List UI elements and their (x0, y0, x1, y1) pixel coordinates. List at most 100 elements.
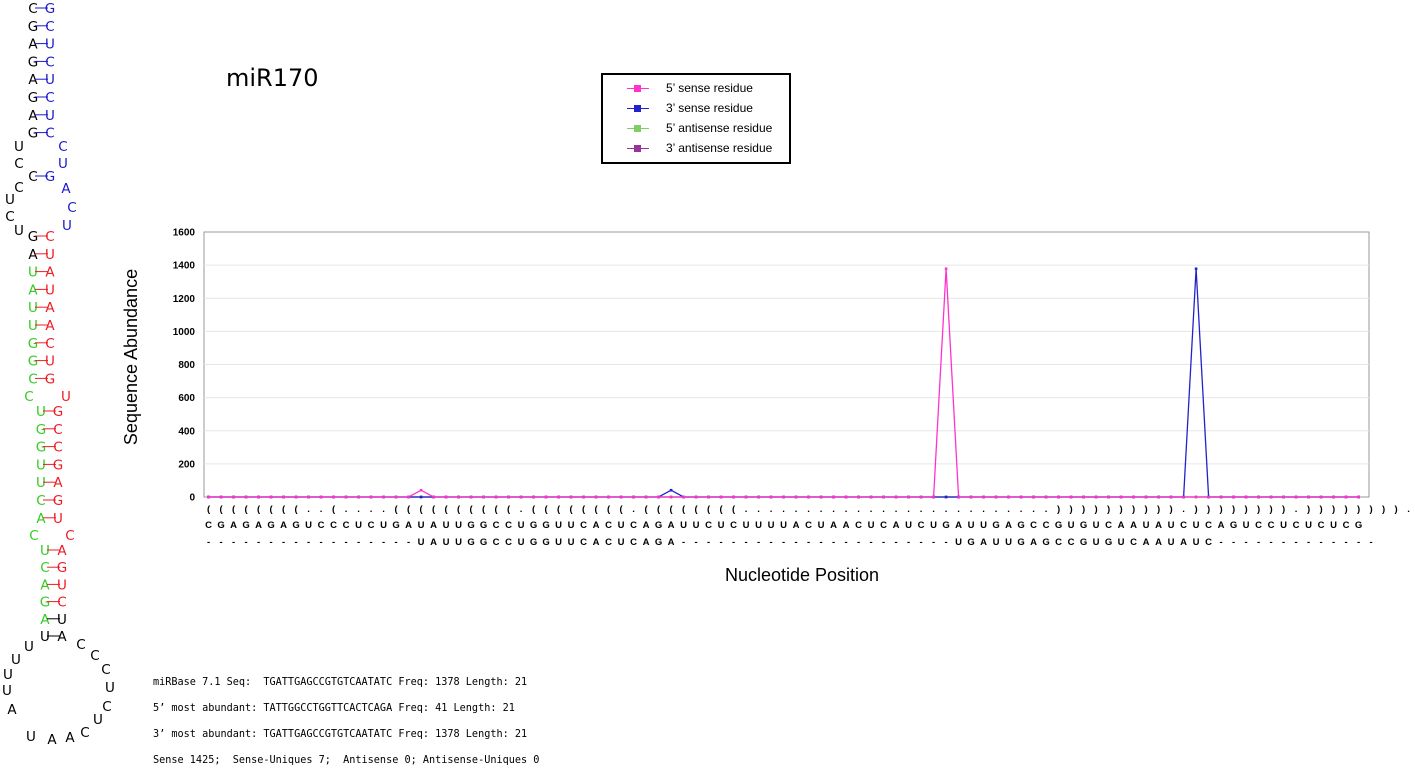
sequence-row-char: U (743, 520, 750, 531)
nucleotide-letter: U (26, 729, 36, 745)
nucleotide-letter: A (61, 181, 71, 197)
sequence-row-char: C (880, 520, 887, 531)
data-point (569, 495, 573, 499)
nucleotide-letter: U (45, 37, 55, 53)
mature-row-char: - (1332, 537, 1335, 548)
data-point (494, 495, 498, 499)
data-point (982, 495, 985, 499)
nucleotide-letter: U (36, 457, 46, 473)
sequence-row-char: U (555, 520, 562, 531)
x-axis-title: Nucleotide Position (725, 565, 879, 585)
mature-row-char: - (1282, 537, 1285, 548)
sequence-row-char: A (255, 520, 262, 531)
data-point (207, 495, 210, 499)
nucleotide-letter: C (24, 389, 33, 405)
sequence-row-char: C (730, 520, 737, 531)
structure-row-char: ( (645, 504, 649, 515)
structure-row-char: ( (545, 504, 549, 515)
mature-row-char: - (207, 537, 210, 548)
sequence-row-char: C (1255, 520, 1262, 531)
data-point (1319, 495, 1323, 499)
structure-row-char: ) (1220, 504, 1223, 515)
sequence-row-char: G (1055, 520, 1062, 531)
structure-row-char: . (1295, 504, 1298, 515)
structure-row-char: . (1032, 504, 1035, 515)
mature-row-char: - (1320, 537, 1323, 548)
nucleotide-letter: G (57, 560, 67, 576)
data-point (357, 495, 360, 499)
mature-row-char: G (967, 537, 974, 548)
y-tick-label: 1000 (173, 327, 196, 338)
sequence-row-char: G (480, 520, 487, 531)
legend-label: 5’ sense residue (666, 81, 753, 95)
structure-row-char: ( (507, 504, 511, 515)
data-point (244, 495, 248, 499)
sequence-row-char: U (930, 520, 937, 531)
structure-row-char: ( (695, 504, 699, 515)
sequence-row-char: A (230, 520, 237, 531)
nucleotide-letter: A (57, 543, 67, 559)
structure-row-char: ) (1082, 504, 1085, 515)
data-point (594, 495, 598, 499)
nucleotide-letter: U (62, 218, 72, 234)
sequence-row-char: G (467, 520, 474, 531)
structure-row-char: ) (1232, 504, 1235, 515)
data-point (1082, 495, 1085, 499)
nucleotide-letter: U (45, 72, 55, 88)
data-point (1194, 495, 1198, 499)
data-point (1332, 495, 1335, 499)
nucleotide-letter: G (53, 404, 63, 420)
mature-row-char: - (370, 537, 373, 548)
nucleotide-letter: A (57, 629, 67, 645)
structure-row-char: . (957, 504, 960, 515)
structure-row-char: ( (532, 504, 536, 515)
structure-row-char: ( (220, 504, 224, 515)
structure-row-char: ) (1382, 504, 1385, 515)
data-point (1194, 267, 1198, 271)
mature-row-char: C (1068, 537, 1075, 548)
data-point (294, 495, 298, 499)
sequence-row-char: U (980, 520, 987, 531)
sequence-row-char: U (1305, 520, 1312, 531)
nucleotide-letter: C (58, 139, 67, 155)
mature-row-char: A (1180, 537, 1187, 548)
structure-row-char: ( (570, 504, 574, 515)
sequence-row-char: U (780, 520, 787, 531)
sequence-row-char: G (1355, 520, 1362, 531)
page-title: miR170 (226, 64, 319, 92)
data-point (794, 495, 798, 499)
structure-row-char: ( (432, 504, 436, 515)
nucleotide-letter: U (93, 712, 103, 728)
data-point (1219, 495, 1223, 499)
mature-row-char: C (1130, 537, 1137, 548)
nucleotide-letter: C (14, 180, 23, 196)
sequence-row-char: A (430, 520, 437, 531)
mature-row-char: C (493, 537, 500, 548)
mature-row-char: U (568, 537, 575, 548)
sequence-row-char: G (217, 520, 224, 531)
data-point (1182, 495, 1185, 499)
structure-row-char: ( (732, 504, 736, 515)
structure-row-char: ) (1245, 504, 1248, 515)
mature-row-char: C (505, 537, 512, 548)
data-point (1044, 495, 1048, 499)
data-point (832, 495, 835, 499)
data-point (932, 495, 935, 499)
structure-row-char: . (1182, 504, 1185, 515)
mature-row-char: - (357, 537, 360, 548)
nucleotide-letter: U (36, 404, 46, 420)
nucleotide-letter: G (53, 493, 63, 509)
nucleotide-letter: C (53, 422, 62, 438)
nucleotide-letter: U (53, 511, 63, 527)
data-point (507, 495, 510, 499)
structure-row-char: . (832, 504, 835, 515)
structure-row-char: . (857, 504, 860, 515)
sequence-row-char: G (992, 520, 999, 531)
sequence-row-char: U (380, 520, 387, 531)
structure-row-char: ( (682, 504, 686, 515)
mature-row-char: - (907, 537, 910, 548)
mature-row-char: - (332, 537, 335, 548)
nucleotide-letter: A (28, 37, 38, 53)
nucleotide-letter: U (28, 318, 38, 334)
y-tick-label: 1400 (173, 261, 196, 272)
